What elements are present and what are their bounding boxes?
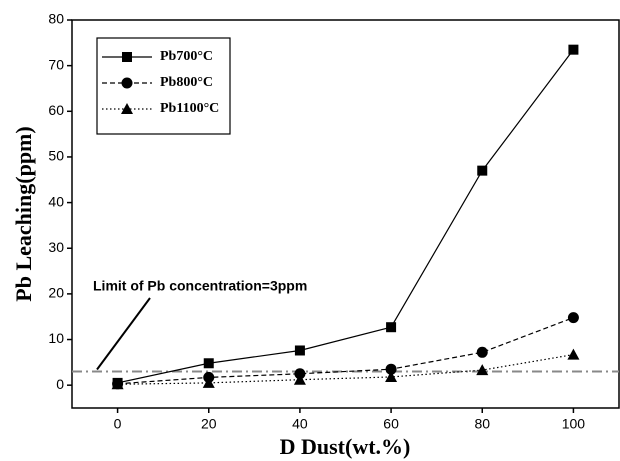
marker [202,376,215,388]
marker [203,358,214,369]
marker [122,52,132,62]
marker [121,77,133,89]
marker [477,165,488,176]
y-tick-label: 0 [56,376,64,392]
y-axis-label: Pb Leaching(ppm) [11,126,36,301]
marker [386,322,397,333]
marker [294,345,305,356]
x-tick-label: 100 [562,416,586,432]
y-tick-label: 50 [48,148,64,164]
series-line [117,354,574,385]
y-tick-label: 20 [48,285,64,301]
legend-label: Pb1100°C [160,101,219,116]
y-tick-label: 10 [48,330,64,346]
x-tick-label: 20 [201,416,217,432]
series-line [117,317,574,385]
marker [476,346,488,358]
marker [385,370,398,382]
y-tick-label: 30 [48,239,64,255]
y-tick-label: 80 [48,11,64,27]
legend-label: Pb700°C [160,49,213,64]
marker [385,363,397,375]
limit-annotation: Limit of Pb concentration=3ppm [93,278,307,294]
legend-label: Pb800°C [160,75,213,90]
y-tick-label: 40 [48,193,64,209]
x-tick-label: 40 [292,416,308,432]
x-tick-label: 80 [474,416,490,432]
marker [568,44,579,55]
x-axis-label: D Dust(wt.%) [280,434,411,459]
x-tick-label: 60 [383,416,399,432]
marker [567,348,580,360]
y-tick-label: 60 [48,102,64,118]
marker [121,103,133,114]
series-line [117,49,574,384]
marker [111,378,124,390]
marker [293,373,306,385]
x-tick-label: 0 [114,416,122,432]
marker [476,364,489,376]
y-tick-label: 70 [48,56,64,72]
annotation-arrow [96,297,151,371]
legend-box [96,37,231,135]
marker [567,312,579,324]
plot-frame [71,19,620,409]
